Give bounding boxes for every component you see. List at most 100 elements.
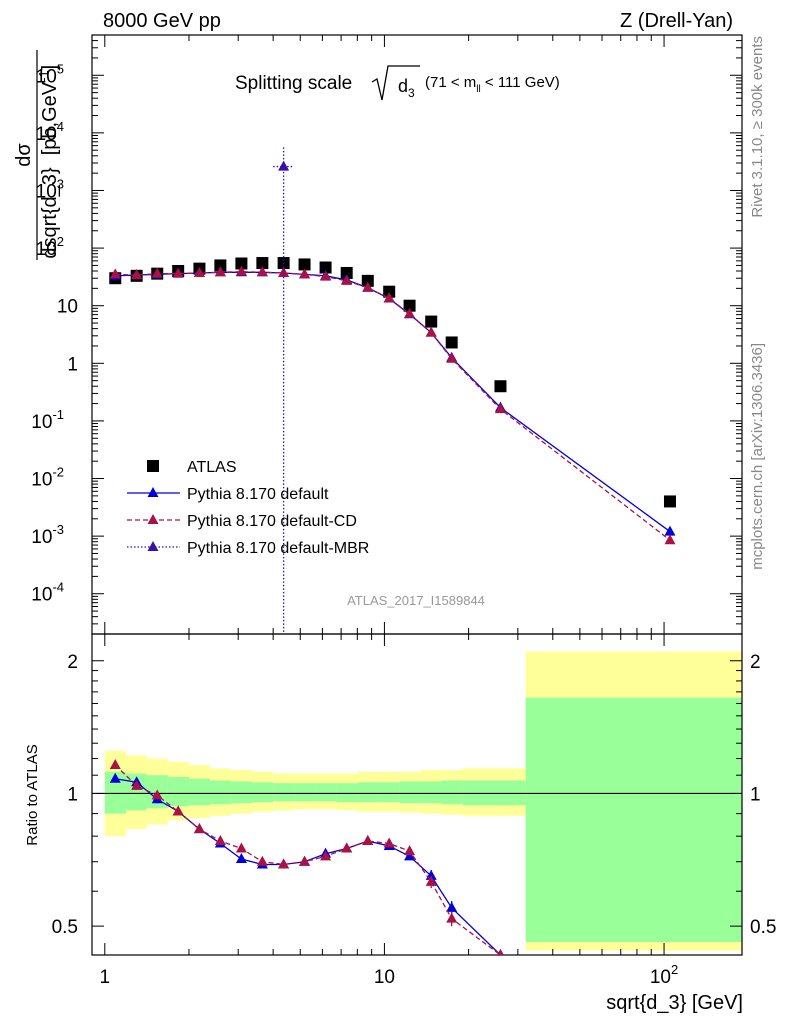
ratio-point [320, 850, 332, 861]
main-point [151, 267, 163, 278]
atlas-point [425, 315, 438, 328]
ratio-point [278, 858, 290, 869]
main-title: Splitting scale d3 (71 < mll < 111 GeV) [235, 65, 560, 101]
main-point [193, 266, 205, 277]
y-tick-exp: -1 [52, 407, 64, 422]
ratio-band-green [273, 783, 295, 802]
y-tick-exp: 3 [57, 176, 64, 191]
ratio-point [214, 835, 226, 846]
main-point [235, 265, 247, 276]
legend: ATLAS Pythia 8.170 default Pythia 8.170 de… [127, 459, 369, 557]
main-point [172, 267, 184, 278]
ratio-point [172, 805, 184, 816]
y-tick-label: 1 [67, 354, 78, 375]
y-tick-exp: -4 [52, 580, 64, 595]
legend-marker-triangle [147, 514, 159, 524]
main-point [664, 525, 676, 536]
ratio-band-green [294, 783, 316, 802]
atlas-point [235, 257, 248, 270]
main-ylabel: dσ dsqrt{d_3} [pb,GeV-1] [13, 50, 61, 260]
atlas-point [340, 266, 353, 279]
title-range-pre: (71 < m [425, 74, 476, 91]
main-point [362, 281, 374, 292]
ratio-point [404, 850, 416, 861]
atlas-point [319, 261, 332, 274]
ratio-point [109, 772, 121, 783]
header-right: Z (Drell-Yan) [620, 10, 733, 32]
ratio-series-line [114, 764, 501, 955]
legend-entry-0: ATLAS [147, 459, 237, 476]
ratio-band-green [188, 778, 211, 806]
ratio-point [446, 901, 458, 912]
ratio-point [235, 842, 247, 853]
ratio-point [341, 842, 353, 853]
ratio-band-green [420, 781, 442, 804]
atlas-point [214, 259, 227, 272]
ratio-point [256, 855, 268, 866]
main-point [383, 292, 395, 303]
ratio-band-green [441, 780, 463, 805]
atlas-point [298, 258, 311, 271]
ratio-y-tick-label: 2 [67, 652, 78, 673]
legend-entry-3: Pythia 8.170 default-MBR [127, 540, 369, 557]
ratio-point [131, 779, 143, 790]
legend-entry-1: Pythia 8.170 default [127, 486, 329, 503]
legend-marker-square [147, 460, 159, 472]
atlas-point [361, 274, 374, 287]
main-point [341, 274, 353, 285]
ratio-ylabel: Ratio to ATLAS [24, 744, 41, 845]
ratio-point [404, 845, 416, 856]
legend-marker-triangle [147, 487, 159, 497]
legend-marker-triangle [147, 541, 159, 551]
ylabel-num: dσ [13, 143, 35, 167]
ratio-y-tick-label-right: 0.5 [750, 917, 776, 938]
ratio-frame [91, 633, 743, 956]
y-tick-exp: 2 [57, 234, 64, 249]
main-series-3 [273, 147, 295, 634]
ratio-band-green [525, 697, 742, 943]
ratio-y-tick-label: 1 [67, 784, 78, 805]
x-tick-label: 1 [100, 967, 111, 988]
ylabel-exp: -1 [36, 70, 51, 82]
main-point [214, 266, 226, 277]
ratio-point [446, 912, 458, 923]
title-main: Splitting scale [235, 73, 352, 94]
ylabel-den: dsqrt{d_3} [39, 167, 61, 259]
main-point [131, 269, 143, 280]
svg-text:Splitting scale: Splitting scale [235, 73, 352, 94]
ratio-point [109, 759, 121, 770]
main-point [278, 160, 290, 171]
ylabel-unit: [pb,GeV [39, 81, 61, 155]
ratio-point [362, 835, 374, 846]
ratio-point [193, 823, 205, 834]
rivet-label: Rivet 3.1.10, ≥ 300k events [749, 36, 766, 218]
legend-label: ATLAS [187, 459, 237, 476]
legend-entry-2: Pythia 8.170 default-CD [127, 513, 357, 530]
main-point [425, 326, 437, 337]
main-point [404, 307, 416, 318]
y-tick-exp: 4 [57, 119, 64, 134]
title-sub: 3 [408, 86, 415, 100]
title-range-post: < 111 GeV) [481, 74, 560, 91]
ratio-series-1 [109, 759, 504, 955]
ratio-band-green [336, 783, 358, 803]
ratio-band-green [251, 782, 274, 803]
legend-label: Pythia 8.170 default-MBR [187, 540, 369, 557]
x-tick-label: 10 [374, 967, 395, 988]
ratio-y-tick-label-right: 2 [750, 652, 761, 673]
header-left: 8000 GeV pp [103, 10, 221, 32]
title-range-sub: ll [476, 84, 480, 95]
sqrt-symbol [371, 65, 420, 101]
atlas-point [494, 380, 507, 393]
svg-text:(71 < mll < 111 GeV): (71 < mll < 111 GeV) [425, 74, 560, 95]
ratio-band-green [231, 781, 252, 804]
ratio-band-green [315, 783, 337, 802]
main-point [446, 352, 458, 363]
main-series-2 [109, 265, 676, 545]
ratio-point [497, 949, 504, 955]
ratio-band-green [125, 773, 147, 811]
x-tick-exp: 2 [671, 962, 678, 977]
